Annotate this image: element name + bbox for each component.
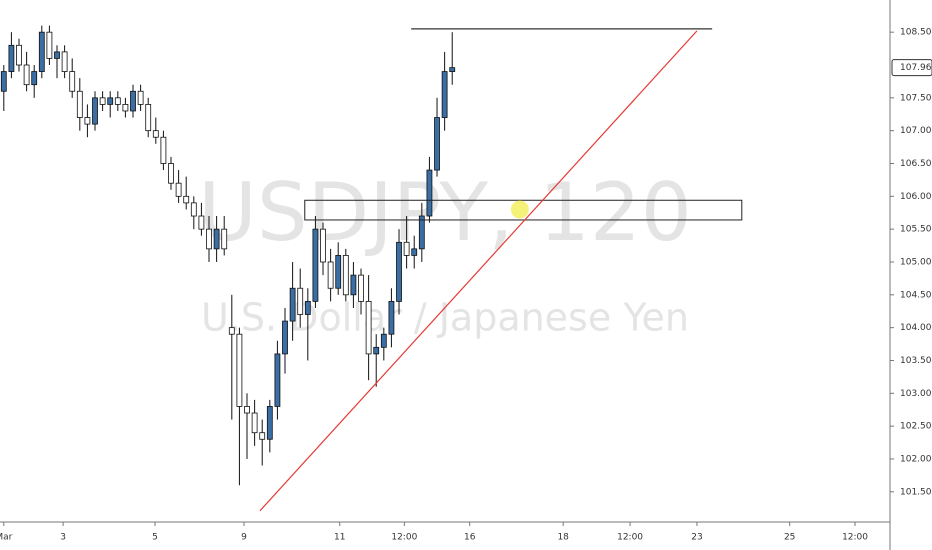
candle-body: [31, 71, 38, 86]
x-tick-label: 3: [60, 533, 66, 543]
candle-body: [327, 261, 334, 289]
candle-body: [107, 97, 114, 105]
candle-body: [266, 406, 273, 440]
x-tick-label: 5: [152, 533, 158, 543]
y-tick-label: 106.500: [900, 159, 932, 169]
candle-body: [183, 195, 190, 204]
y-tick-label: 104.500: [900, 290, 932, 300]
candle-body: [365, 300, 372, 355]
candle-body: [137, 90, 144, 105]
y-tick-label: 104.000: [900, 323, 932, 333]
y-tick-label: 103.500: [900, 356, 932, 366]
x-tick-label: Mar: [0, 533, 13, 543]
y-tick-label: 101.500: [900, 487, 932, 497]
candle-body: [221, 228, 228, 250]
candle-body: [342, 255, 349, 296]
candle-body: [426, 169, 433, 217]
trend-line: [259, 30, 698, 512]
candle-body: [38, 31, 45, 72]
x-tick-label: 12:00: [842, 533, 868, 543]
x-tick-label: 23: [691, 533, 702, 543]
candle-body: [175, 182, 182, 197]
candle-body: [84, 117, 91, 125]
candle-body: [236, 333, 243, 407]
candle-body: [312, 228, 319, 302]
candle-body: [449, 67, 456, 72]
watermark-subtitle: U.S. Dollar / Japanese Yen: [201, 296, 689, 340]
y-tick-label: 105.000: [900, 257, 932, 267]
y-tick-label: 102.500: [900, 422, 932, 432]
candle-body: [388, 300, 395, 335]
candle-body: [289, 287, 296, 322]
candle-body: [16, 44, 22, 66]
candle-body: [380, 333, 387, 348]
candle-body: [99, 97, 106, 105]
y-tick-label: 102.000: [900, 454, 932, 464]
candle-body: [297, 287, 304, 315]
candle-body: [373, 346, 380, 355]
last-price-label: 107.960: [900, 63, 932, 73]
y-tick-label: 105.500: [900, 225, 932, 235]
candle-body: [418, 215, 425, 250]
x-tick-label: 16: [464, 533, 476, 543]
candle-body: [54, 51, 60, 59]
candle-body: [259, 432, 266, 440]
candle-body: [206, 228, 212, 250]
candle-body: [396, 241, 402, 302]
candle-body: [46, 31, 53, 59]
marker: [510, 200, 529, 219]
candle-body: [441, 71, 448, 118]
candle-body: [0, 71, 7, 92]
y-tick-label: 106.000: [900, 192, 932, 202]
y-tick-label: 107.000: [900, 126, 932, 136]
candle-body: [350, 274, 357, 296]
x-tick-label: 18: [557, 533, 569, 543]
y-tick-label: 107.500: [900, 93, 932, 103]
candle-body: [8, 44, 15, 72]
candle-body: [335, 255, 342, 289]
x-tick-label: 11: [334, 533, 345, 543]
candle-body: [92, 97, 98, 125]
x-tick-label: 12:00: [617, 533, 643, 543]
candle-body: [152, 130, 159, 138]
candle-body: [434, 117, 440, 171]
candle-body: [114, 97, 121, 105]
candle-body: [228, 327, 235, 335]
candle-body: [145, 104, 152, 132]
y-tick-label: 103.000: [900, 389, 932, 399]
last-price-box: [891, 59, 932, 77]
x-tick-label: 12:00: [391, 533, 417, 543]
candle-body: [130, 90, 136, 112]
candle-body: [411, 248, 418, 256]
candle-body: [168, 163, 174, 184]
candle-body: [403, 241, 410, 256]
x-tick-label: 25: [784, 533, 795, 543]
candle-body: [320, 228, 326, 263]
candle-body: [190, 202, 197, 217]
candle-body: [76, 90, 83, 118]
candle-body: [304, 300, 311, 315]
candle-body: [61, 51, 68, 72]
y-tick-label: 108.500: [900, 28, 932, 38]
x-tick-label: 9: [241, 533, 247, 543]
candle-body: [69, 71, 76, 92]
candle-body: [160, 136, 167, 164]
watermark-title: USDJPY, 120: [198, 166, 691, 259]
candle-body: [23, 64, 30, 86]
candle-body: [358, 274, 364, 302]
candle-body: [198, 215, 205, 230]
candle-body: [274, 353, 281, 407]
candle-body: [251, 412, 258, 434]
candle-body: [122, 104, 129, 112]
candle-body: [282, 320, 288, 355]
candle-body: [213, 228, 220, 250]
candle-body: [244, 406, 250, 414]
zone-rectangle: [304, 199, 743, 221]
